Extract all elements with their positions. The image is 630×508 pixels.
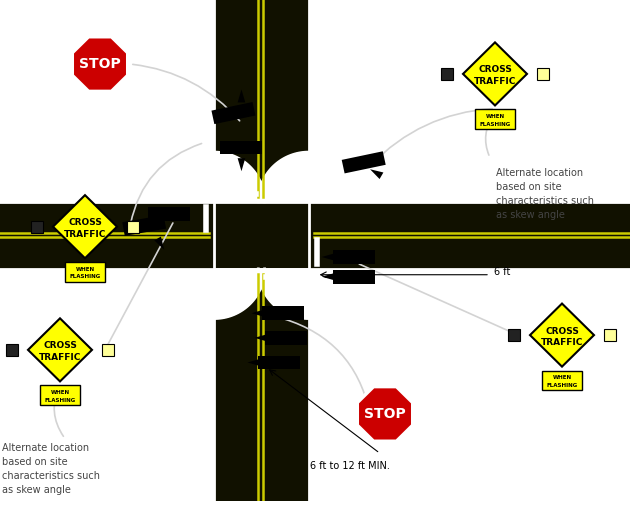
Polygon shape: [154, 237, 164, 250]
Text: FLASHING: FLASHING: [44, 398, 76, 403]
Polygon shape: [251, 309, 265, 317]
Bar: [127, 221, 139, 233]
FancyArrowPatch shape: [54, 387, 64, 436]
Text: WHEN: WHEN: [50, 390, 69, 395]
Text: 6 ft to 12 ft MIN.: 6 ft to 12 ft MIN.: [310, 461, 390, 471]
FancyArrowPatch shape: [130, 143, 202, 224]
Polygon shape: [220, 141, 263, 154]
Polygon shape: [65, 262, 105, 282]
Text: FLASHING: FLASHING: [69, 274, 101, 279]
Text: FLASHING: FLASHING: [546, 383, 578, 388]
Polygon shape: [530, 304, 594, 367]
Text: WHEN: WHEN: [553, 375, 571, 380]
Polygon shape: [322, 273, 335, 280]
Bar: [31, 221, 43, 233]
Text: WHEN: WHEN: [76, 267, 94, 272]
Polygon shape: [40, 386, 80, 405]
Text: Alternate location
based on site
characteristics such
as skew angle: Alternate location based on site charact…: [2, 443, 100, 495]
Polygon shape: [72, 37, 128, 91]
Text: CROSS: CROSS: [43, 341, 77, 351]
Polygon shape: [53, 195, 117, 258]
Text: STOP: STOP: [364, 407, 406, 421]
Polygon shape: [370, 169, 384, 179]
Bar: [6, 344, 18, 356]
Polygon shape: [214, 202, 309, 269]
Polygon shape: [255, 334, 268, 341]
Text: FLASHING: FLASHING: [479, 122, 511, 126]
Text: CROSS: CROSS: [68, 218, 102, 227]
Polygon shape: [148, 207, 190, 220]
Text: TRAFFIC: TRAFFIC: [39, 353, 81, 362]
Polygon shape: [542, 370, 582, 390]
Polygon shape: [214, 269, 265, 319]
Bar: [508, 329, 520, 341]
Polygon shape: [214, 152, 265, 202]
Polygon shape: [357, 387, 413, 441]
Bar: [441, 68, 453, 80]
FancyArrowPatch shape: [486, 116, 493, 155]
Polygon shape: [214, 0, 309, 501]
Bar: [102, 344, 114, 356]
Text: Alternate location
based on site
characteristics such
as skew angle: Alternate location based on site charact…: [496, 168, 594, 219]
Text: 6 ft: 6 ft: [494, 267, 510, 277]
FancyArrowPatch shape: [370, 109, 492, 165]
Polygon shape: [333, 270, 375, 283]
Text: TRAFFIC: TRAFFIC: [474, 77, 516, 86]
Polygon shape: [28, 319, 92, 382]
Polygon shape: [341, 151, 386, 173]
Text: CROSS: CROSS: [545, 327, 579, 336]
Polygon shape: [322, 253, 335, 261]
Polygon shape: [258, 269, 309, 319]
Polygon shape: [333, 250, 375, 264]
Polygon shape: [265, 331, 307, 345]
Polygon shape: [238, 89, 245, 103]
Polygon shape: [212, 102, 255, 124]
Polygon shape: [475, 109, 515, 129]
Text: TRAFFIC: TRAFFIC: [541, 338, 583, 347]
FancyArrowPatch shape: [106, 223, 173, 347]
Polygon shape: [0, 202, 630, 269]
Text: CROSS: CROSS: [478, 66, 512, 75]
Polygon shape: [463, 42, 527, 106]
Polygon shape: [248, 359, 261, 366]
Polygon shape: [258, 356, 301, 369]
Bar: [537, 68, 549, 80]
Polygon shape: [263, 306, 304, 320]
FancyArrowPatch shape: [359, 264, 515, 334]
Text: WHEN: WHEN: [486, 114, 505, 119]
Polygon shape: [122, 215, 166, 236]
Polygon shape: [258, 152, 309, 202]
Text: TRAFFIC: TRAFFIC: [64, 230, 106, 239]
FancyArrowPatch shape: [133, 65, 239, 121]
FancyArrowPatch shape: [284, 319, 369, 411]
Text: STOP: STOP: [79, 57, 121, 71]
Bar: [604, 329, 616, 341]
Polygon shape: [238, 158, 245, 171]
